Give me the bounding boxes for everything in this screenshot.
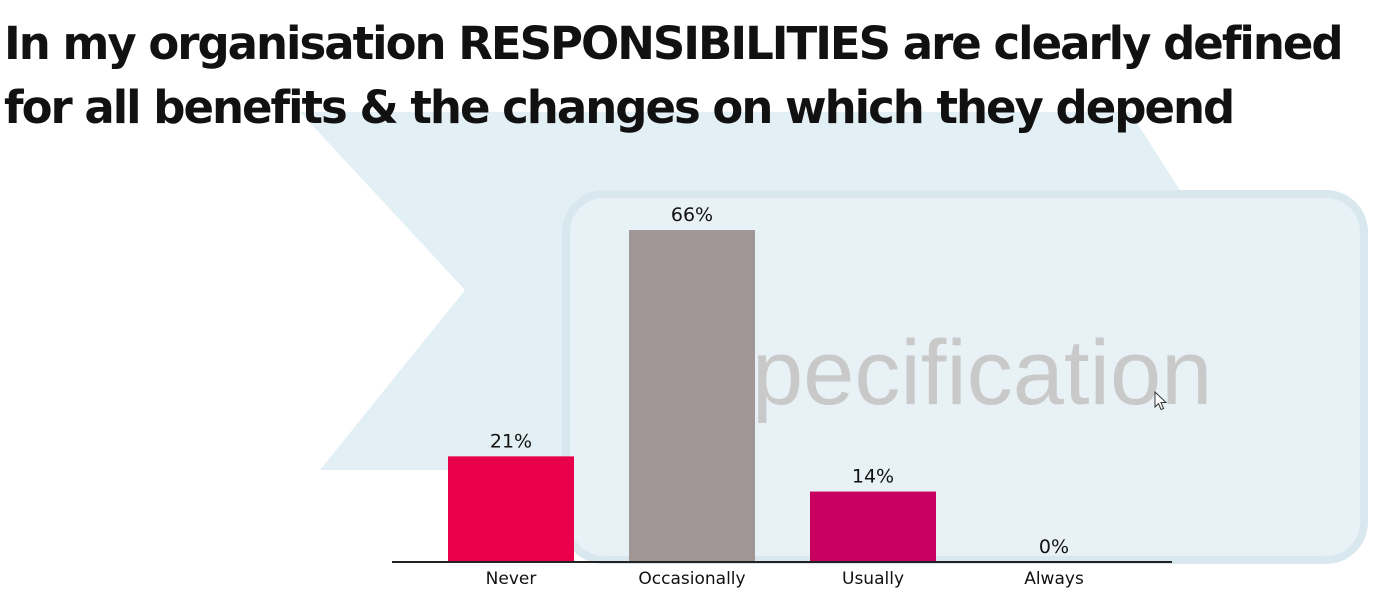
data-label-usually: 14% [852, 466, 894, 488]
data-label-always: 0% [1039, 536, 1069, 558]
bar-never [448, 456, 574, 562]
background-panel-shape [562, 190, 1368, 564]
background-watermark-text: pecification [752, 322, 1212, 424]
category-label-occasionally: Occasionally [638, 569, 745, 589]
category-label-never: Never [486, 569, 537, 589]
category-label-usually: Usually [842, 569, 904, 589]
data-label-occasionally: 66% [671, 204, 713, 226]
mouse-pointer-icon [1154, 391, 1168, 411]
bar-occasionally [629, 230, 755, 562]
bar-usually [810, 491, 936, 562]
slide-title: In my organisation RESPONSIBILITIES are … [4, 17, 1344, 134]
data-label-never: 21% [490, 430, 532, 452]
category-label-always: Always [1024, 569, 1084, 589]
